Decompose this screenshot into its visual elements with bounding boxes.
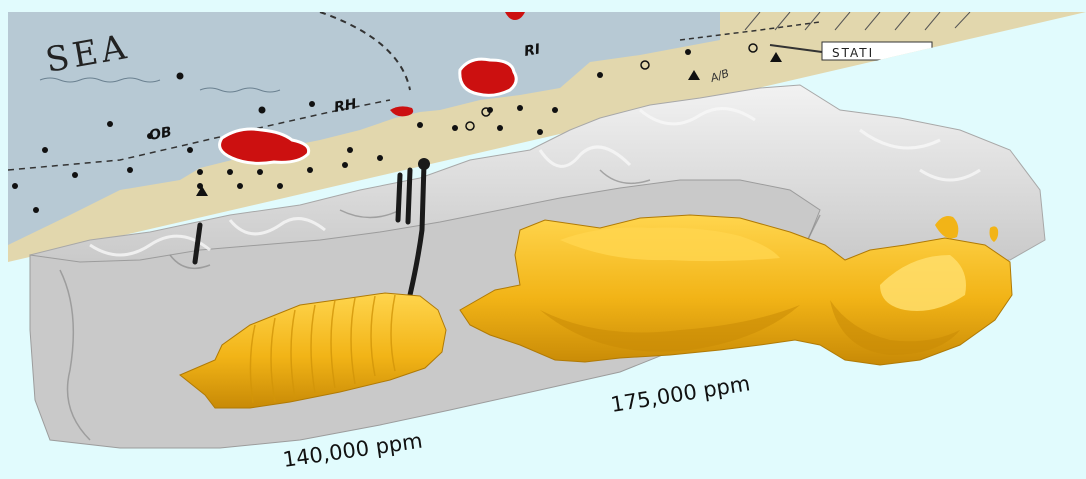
well-marker-red (390, 106, 414, 117)
well-label-ob: OB (148, 124, 173, 144)
well-pipes (192, 158, 430, 298)
map-water-lines (199, 87, 281, 93)
map-water-lines (39, 77, 161, 83)
well-label-ri: RI (523, 41, 542, 60)
map-boundary-dashed (319, 12, 411, 91)
well-head (418, 158, 430, 170)
right-cavern-shadow (540, 305, 800, 352)
caverns (179, 214, 1013, 409)
well-pipe (395, 172, 403, 223)
station-label: STATI (832, 46, 874, 60)
right-cavern-highlight (880, 255, 966, 311)
well-label-ab: A/B (708, 67, 731, 85)
left-cavern (179, 292, 447, 409)
right-cavern-spur (989, 226, 999, 242)
map-water (8, 12, 720, 245)
well-marker-red (218, 127, 311, 165)
well-marker-red (458, 57, 518, 97)
map-hatching (744, 12, 971, 31)
well-marker-red (505, 12, 525, 20)
right-cavern-shadow (830, 300, 960, 355)
station-leader (769, 44, 823, 53)
left-cavern-ridges (249, 294, 396, 404)
well-pipe (405, 167, 413, 225)
map-open-circles (465, 43, 758, 131)
well-label-rh: RH (333, 96, 358, 116)
right-cavern-spur (935, 216, 959, 239)
well-pipe (407, 161, 427, 298)
well-pipe (192, 222, 203, 265)
map-boundary-dashed (679, 21, 821, 41)
salt-surface-folds (89, 107, 981, 257)
right-cavern-highlight (560, 227, 780, 262)
